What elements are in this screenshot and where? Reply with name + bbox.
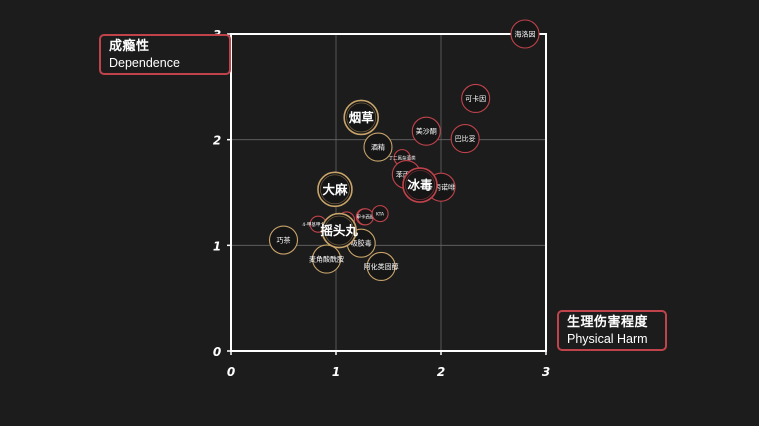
axis-ticks: 01230123: [213, 28, 550, 379]
data-point: 可卡因: [461, 83, 491, 114]
data-point-ring: [320, 174, 350, 205]
data-point: 烟草: [343, 99, 380, 136]
data-point-bubble: [371, 205, 389, 223]
y-axis-label-box: 成瘾性 Dependence: [99, 34, 231, 75]
data-point-label: KTA: [376, 211, 385, 217]
data-points: 丁二氮杂革类4-甲基甲卡西酮GHB氯胺酮甲卡西酮KTA海洛因可卡因巴比妥美沙酮酒…: [268, 19, 540, 282]
data-point-bubble: [268, 225, 299, 255]
data-point-bubble: [461, 83, 491, 114]
data-point-bubble: [321, 212, 357, 249]
data-point-label: 酒精: [371, 143, 385, 152]
chart-grid: [231, 34, 546, 351]
data-point-label: 摇头丸: [320, 223, 358, 238]
data-point: 冰毒: [402, 167, 438, 203]
data-point-bubble: [366, 251, 396, 282]
x-tick-label: 3: [542, 365, 550, 379]
data-point: 巴比妥: [450, 124, 480, 154]
data-point-label: 美沙酮: [416, 127, 437, 136]
x-axis-label-zh: 生理伤害程度: [567, 315, 649, 330]
data-point-bubble: [317, 171, 353, 208]
data-point-ring: [324, 215, 354, 246]
x-tick-label: 0: [227, 365, 235, 379]
data-point-ring: [405, 170, 435, 200]
plot-frame: [230, 33, 547, 352]
data-point-label: 巧茶: [277, 236, 291, 245]
data-point-bubble: [311, 244, 342, 274]
y-tick-label: 0: [213, 345, 221, 359]
chart-frame: [230, 33, 547, 352]
data-point-bubble: [411, 116, 441, 146]
data-point-bubble: [363, 132, 393, 162]
data-point-label: 吸胶毒: [351, 239, 372, 248]
data-point-bubble: [343, 99, 380, 136]
data-point-label: 冰毒: [407, 178, 433, 193]
data-point-bubble: [402, 167, 438, 203]
data-point-label: 丁二氮杂革类: [389, 154, 416, 161]
data-point: 美沙酮: [411, 116, 441, 146]
x-tick-label: 1: [332, 365, 340, 379]
data-point-bubble: [450, 124, 480, 154]
data-point: KTA: [371, 205, 389, 223]
data-point-label: 烟草: [349, 110, 375, 125]
data-point-label: 海洛因: [515, 30, 536, 39]
x-axis-label-box: 生理伤害程度 Physical Harm: [557, 310, 667, 351]
data-point: 麦角酸酰胺: [309, 244, 344, 274]
y-axis-label-zh: 成瘾性: [109, 39, 150, 54]
y-tick-label: 1: [213, 239, 221, 253]
data-point: 摇头丸: [320, 212, 358, 249]
data-point-label: 大麻: [322, 182, 348, 197]
data-point-label: 麦角酸酰胺: [309, 255, 344, 264]
data-point: 巧茶: [268, 225, 299, 255]
data-point: 大麻: [317, 171, 353, 208]
data-point-label: 甲卡西酮: [356, 213, 374, 220]
data-point: 海洛因: [510, 19, 540, 49]
data-point-label: 4-甲基甲卡西酮: [302, 221, 334, 228]
y-tick-label: 2: [213, 134, 221, 148]
data-point-label: 可卡因: [465, 94, 486, 103]
data-point: 阿化类固醇: [364, 251, 399, 282]
x-axis-label-en: Physical Harm: [567, 332, 648, 346]
data-point-label: 巴比妥: [455, 134, 476, 143]
data-point-label: 阿化类固醇: [364, 262, 399, 271]
x-tick-label: 2: [437, 365, 445, 379]
data-point-ring: [346, 102, 377, 133]
data-point-label: 丁丙诺啡: [427, 183, 455, 192]
y-axis-label-en: Dependence: [109, 56, 180, 70]
data-point-bubble: [510, 19, 540, 49]
data-point: 酒精: [363, 132, 393, 162]
